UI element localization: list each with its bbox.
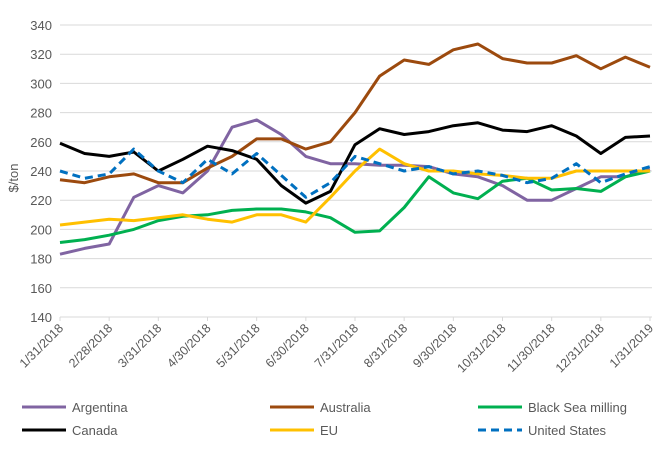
x-tick-label: 7/31/2018 [312,321,361,370]
y-tick-label: 160 [30,281,52,296]
legend-label: EU [320,423,338,438]
y-tick-label: 320 [30,47,52,62]
y-tick-label: 240 [30,164,52,179]
y-tick-label: 340 [30,18,52,33]
legend: Argentina Australia Black Sea milling Canad… [22,400,627,438]
series-line-argentina [59,118,651,256]
y-tick-label: 260 [30,135,52,150]
x-tick-label: 11/30/2018 [504,321,558,375]
x-tick-label: 6/30/2018 [263,321,312,370]
series-line-united-states [59,147,651,199]
x-tick-label: 3/31/2018 [115,321,164,370]
y-tick-label: 180 [30,252,52,267]
series-line-black-sea-milling [59,169,651,244]
y-axis-label: $/ton [6,164,21,193]
x-tick-label: 5/31/2018 [214,321,263,370]
x-tick-label: 9/30/2018 [410,321,459,370]
series-lines [59,42,651,256]
legend-label: Argentina [72,400,128,415]
y-tick-label: 220 [30,193,52,208]
y-tick-label: 280 [30,106,52,121]
y-tick-labels: 140 160 180 200 220 240 260 280 300 320 340 [30,18,52,325]
y-tick-label: 200 [30,222,52,237]
x-tick-labels: 1/31/2018 2/28/2018 3/31/2018 4/30/2018 5/31… [17,317,656,375]
legend-label: United States [528,423,607,438]
x-tick-label: 1/31/2019 [607,321,656,370]
legend-label: Black Sea milling [528,400,627,415]
x-tick-label: 1/31/2018 [17,321,66,370]
x-tick-label: 4/30/2018 [164,321,213,370]
x-tick-label: 8/31/2018 [361,321,410,370]
y-tick-label: 300 [30,76,52,91]
x-tick-label: 10/31/2018 [454,321,508,375]
x-tick-label: 12/31/2018 [553,321,607,375]
legend-label: Canada [72,423,118,438]
y-tick-label: 140 [30,310,52,325]
legend-label: Australia [320,400,371,415]
series-line-australia [59,42,651,185]
x-tick-label: 2/28/2018 [66,321,115,370]
